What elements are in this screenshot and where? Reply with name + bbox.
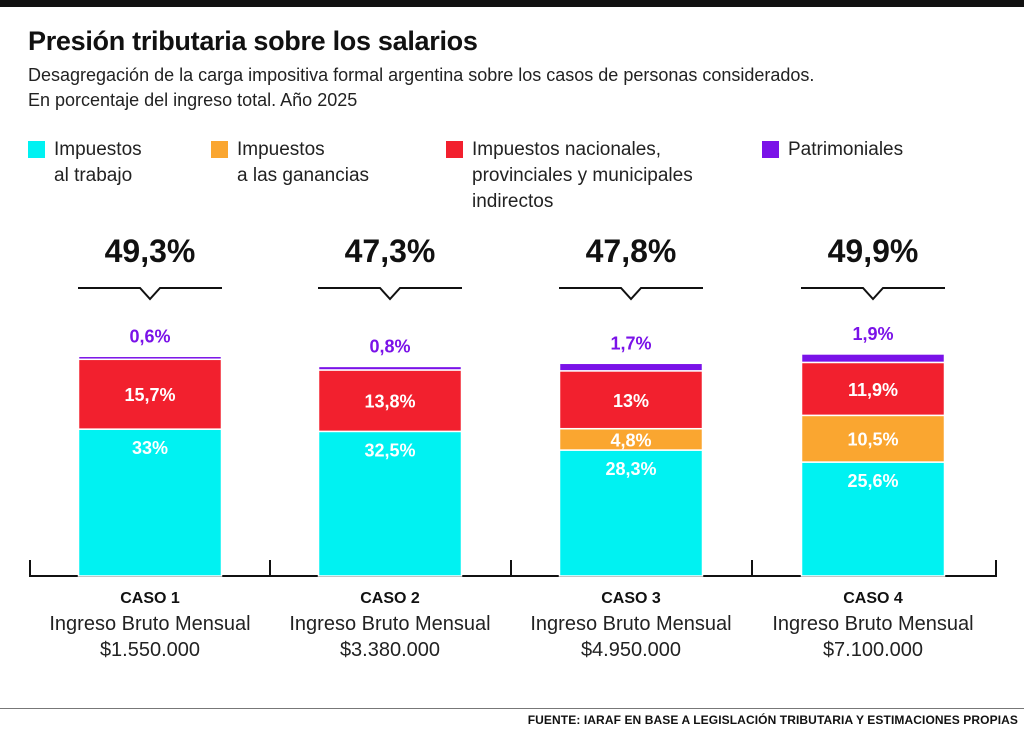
- source-note: FUENTE: IARAF EN BASE A LEGISLACIÓN TRIB…: [528, 713, 1018, 727]
- legend-swatch-indirectos: [446, 141, 463, 158]
- top-rule: [0, 0, 1024, 7]
- data-label-trabajo-caso-4: 25,6%: [847, 471, 898, 491]
- data-label-trabajo-caso-2: 32,5%: [364, 440, 415, 460]
- category-sublabel-caso-1: Ingreso Bruto Mensual: [49, 613, 250, 635]
- bar-trabajo-caso-1: [77, 428, 223, 577]
- total-bracket-caso-2: [318, 287, 462, 301]
- data-label-indirectos-caso-4: 11,9%: [848, 380, 898, 400]
- legend-item-trabajo: Impuestos al trabajo: [28, 137, 142, 189]
- stacked-bar-chart: 33% 15,7% 0,6% 49,3% CASO 1 Ingreso Bruto Men…: [29, 233, 997, 661]
- total-bracket-caso-4: [801, 287, 945, 301]
- legend-label-ganancias: Impuestos a las ganancias: [237, 139, 370, 186]
- data-label-ganancias-caso-3: 4,8%: [610, 430, 651, 450]
- total-bracket-caso-3: [559, 287, 703, 301]
- total-label-caso-4: 49,9%: [828, 233, 919, 269]
- footer-rule: [0, 708, 1024, 709]
- income-label-caso-2: $3.380.000: [340, 639, 440, 661]
- category-label-caso-1: CASO 1: [120, 590, 180, 607]
- data-label-indirectos-caso-2: 13,8%: [364, 392, 415, 412]
- legend-item-indirectos: Impuestos nacionales, provinciales y mun…: [446, 137, 693, 215]
- bar-indirectos-caso-1: [77, 358, 223, 430]
- bar-trabajo-caso-3: [558, 449, 704, 577]
- bar-patrimoniales-caso-3: [558, 362, 704, 372]
- bar-trabajo-caso-2: [317, 430, 463, 577]
- data-label-ganancias-caso-4: 10,5%: [847, 430, 898, 450]
- chart-subtitle: Desagregación de la carga impositiva for…: [28, 63, 814, 113]
- data-label-indirectos-caso-3: 13%: [613, 391, 649, 411]
- category-label-caso-4: CASO 4: [843, 590, 903, 607]
- bar-indirectos-caso-3: [558, 370, 704, 430]
- legend-label-indirectos: Impuestos nacionales, provinciales y mun…: [472, 139, 693, 212]
- income-label-caso-3: $4.950.000: [581, 639, 681, 661]
- source-label: FUENTE:: [527, 713, 581, 727]
- data-label-patrimoniales-caso-4: 1,9%: [852, 324, 893, 344]
- data-label-patrimoniales-caso-2: 0,8%: [369, 336, 410, 356]
- legend-swatch-ganancias: [211, 141, 228, 158]
- legend-label-trabajo: Impuestos al trabajo: [54, 139, 142, 186]
- income-label-caso-4: $7.100.000: [823, 639, 923, 661]
- legend-swatch-trabajo: [28, 141, 45, 158]
- total-label-caso-1: 49,3%: [105, 233, 196, 269]
- chart-title: Presión tributaria sobre los salarios: [28, 26, 478, 56]
- total-bracket-caso-1: [78, 287, 222, 301]
- legend-item-ganancias: Impuestos a las ganancias: [211, 137, 369, 189]
- bar-patrimoniales-caso-1: [77, 355, 223, 361]
- data-label-patrimoniales-caso-1: 0,6%: [129, 326, 170, 346]
- total-label-caso-2: 47,3%: [345, 233, 436, 269]
- data-label-trabajo-caso-1: 33%: [132, 438, 168, 458]
- category-sublabel-caso-4: Ingreso Bruto Mensual: [772, 613, 973, 635]
- bar-patrimoniales-caso-2: [317, 365, 463, 371]
- source-text: IARAF EN BASE A LEGISLACIÓN TRIBUTARIA Y…: [583, 713, 1018, 727]
- bar-indirectos-caso-2: [317, 369, 463, 433]
- income-label-caso-1: $1.550.000: [100, 639, 200, 661]
- data-label-patrimoniales-caso-3: 1,7%: [610, 333, 651, 353]
- total-label-caso-3: 47,8%: [586, 233, 677, 269]
- category-label-caso-2: CASO 2: [360, 590, 420, 607]
- data-label-trabajo-caso-3: 28,3%: [605, 459, 656, 479]
- subtitle-line-2: En porcentaje del ingreso total. Año 202…: [28, 90, 358, 110]
- subtitle-line-1: Desagregación de la carga impositiva for…: [28, 65, 815, 85]
- legend-item-patrimoniales: Patrimoniales: [762, 137, 903, 163]
- category-label-caso-3: CASO 3: [601, 590, 661, 607]
- category-sublabel-caso-3: Ingreso Bruto Mensual: [530, 613, 731, 635]
- legend-swatch-patrimoniales: [762, 141, 779, 158]
- category-sublabel-caso-2: Ingreso Bruto Mensual: [289, 613, 490, 635]
- bar-patrimoniales-caso-4: [800, 353, 946, 364]
- data-label-indirectos-caso-1: 15,7%: [124, 385, 175, 405]
- bar-ganancias-caso-4: [800, 414, 946, 463]
- bar-indirectos-caso-4: [800, 361, 946, 417]
- bar-trabajo-caso-4: [800, 461, 946, 577]
- legend-label-patrimoniales: Patrimoniales: [788, 139, 904, 160]
